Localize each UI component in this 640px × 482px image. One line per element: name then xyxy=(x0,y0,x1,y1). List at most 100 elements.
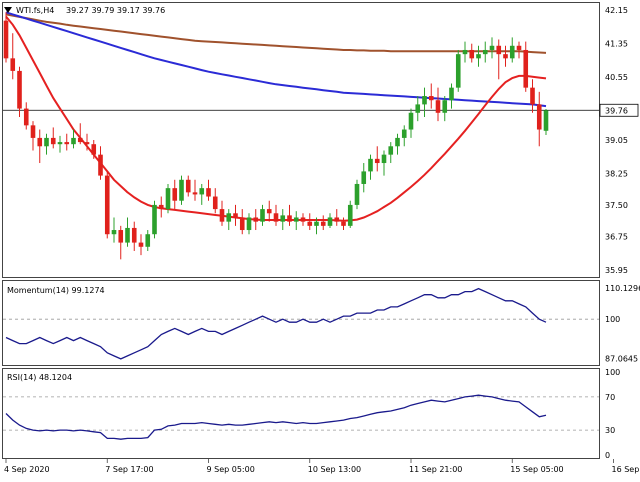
candle-body xyxy=(253,217,258,221)
candle-body xyxy=(395,138,400,146)
candle-body xyxy=(240,217,245,230)
candle xyxy=(476,46,481,67)
price-tick-label: 42.15 xyxy=(605,6,628,15)
candle-body xyxy=(10,58,15,71)
candle xyxy=(172,180,177,209)
candle xyxy=(118,226,123,260)
candle-body xyxy=(409,113,414,130)
candle-body xyxy=(78,138,83,142)
candle xyxy=(98,146,103,180)
candle-body xyxy=(382,155,387,163)
candle-body xyxy=(44,138,49,146)
candle xyxy=(24,102,29,129)
candle-body xyxy=(355,184,360,205)
candle xyxy=(267,201,272,222)
candle-body xyxy=(361,171,366,184)
current-price-label: 39.76 xyxy=(605,106,628,115)
candle-body xyxy=(139,243,144,247)
candle xyxy=(274,205,279,226)
candle xyxy=(139,234,144,255)
candle xyxy=(341,217,346,230)
time-axis-label: 9 Sep 05:00 xyxy=(207,465,255,474)
ohlc-label: 39.27 39.79 39.17 39.76 xyxy=(66,6,165,15)
candle-body xyxy=(388,146,393,154)
candle xyxy=(436,88,441,122)
candle-body xyxy=(247,217,252,230)
candle xyxy=(112,217,117,242)
candle-body xyxy=(469,50,474,58)
rsi-line xyxy=(6,395,546,439)
candle-body xyxy=(463,50,468,54)
candle-body xyxy=(530,88,535,105)
candle-body xyxy=(456,54,461,88)
candle-body xyxy=(341,222,346,226)
candle-body xyxy=(503,54,508,58)
candle xyxy=(469,44,474,63)
candle-body xyxy=(132,228,137,243)
candle xyxy=(395,134,400,155)
candle-body xyxy=(166,188,171,209)
candle-body xyxy=(436,100,441,113)
candle-body xyxy=(85,142,90,144)
candle xyxy=(523,42,528,92)
candle-body xyxy=(51,138,56,144)
candle-body xyxy=(64,142,69,144)
candle xyxy=(517,42,522,59)
candle-body xyxy=(294,217,299,221)
candle xyxy=(280,209,285,230)
candle-body xyxy=(17,71,22,109)
time-axis-label: 11 Sep 21:00 xyxy=(409,465,462,474)
candle xyxy=(530,79,535,113)
candle-body xyxy=(334,217,339,221)
candle-body xyxy=(260,209,265,222)
candle-body xyxy=(523,50,528,88)
time-axis-label: 10 Sep 13:00 xyxy=(308,465,361,474)
candle-body xyxy=(287,215,292,221)
down-arrow-icon xyxy=(4,7,12,13)
candle xyxy=(463,42,468,63)
candle xyxy=(125,217,130,246)
rsi-tick-label: 0 xyxy=(605,451,610,460)
momentum-tick-label: 100 xyxy=(605,315,620,324)
candle xyxy=(220,201,225,226)
candle xyxy=(415,96,420,121)
candle xyxy=(78,123,83,144)
candle-body xyxy=(429,96,434,100)
rsi-tick-label: 100 xyxy=(605,368,620,377)
candle xyxy=(422,88,427,117)
candle-body xyxy=(199,188,204,194)
candle xyxy=(537,92,542,146)
candle-body xyxy=(125,228,130,243)
rsi-layer xyxy=(3,395,599,439)
candle xyxy=(206,180,211,201)
candle xyxy=(409,109,414,138)
candle-body xyxy=(517,46,522,50)
candle-body xyxy=(328,217,333,225)
candle-body xyxy=(415,104,420,112)
candle xyxy=(186,176,191,197)
candle xyxy=(490,37,495,58)
candle-body xyxy=(496,46,501,54)
candle xyxy=(179,176,184,205)
candle xyxy=(301,213,306,226)
candle xyxy=(166,184,171,213)
candle-body xyxy=(105,176,110,235)
candle-body xyxy=(307,222,312,226)
candle-body xyxy=(172,188,177,201)
candle xyxy=(483,42,488,63)
candle xyxy=(145,230,150,251)
candle xyxy=(213,188,218,213)
price-layer xyxy=(3,12,599,259)
candle-body xyxy=(37,138,42,146)
candle-body xyxy=(4,21,9,59)
candle xyxy=(375,146,380,171)
price-tick-label: 35.95 xyxy=(605,266,628,275)
candle-body xyxy=(98,155,103,176)
candle-body xyxy=(422,96,427,104)
candle-body xyxy=(179,180,184,201)
candle xyxy=(10,33,15,79)
candle xyxy=(159,197,164,218)
candle-body xyxy=(159,205,164,209)
